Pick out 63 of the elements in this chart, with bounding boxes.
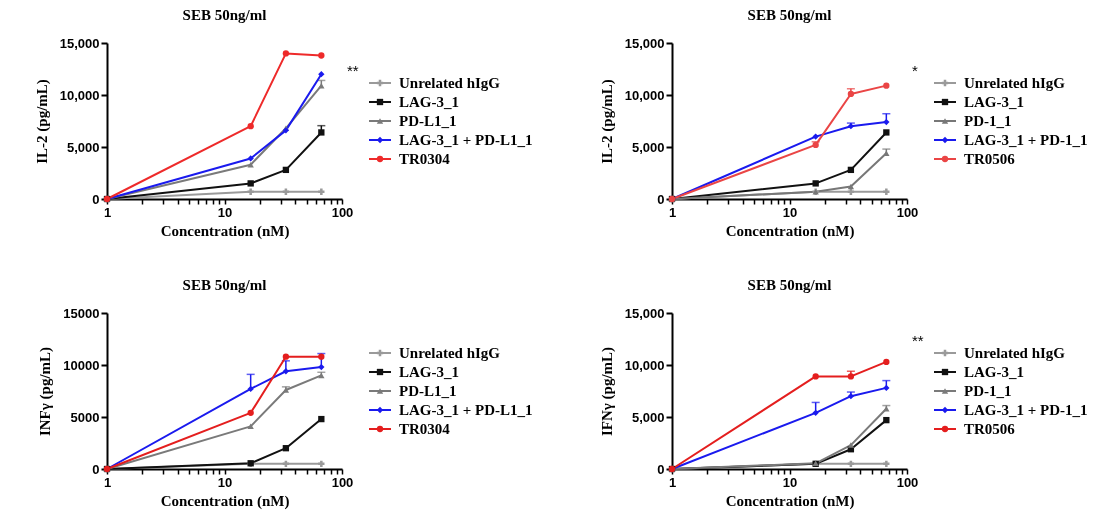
y-axis-title: INFγ (pg/mL) xyxy=(37,346,55,437)
y-tick-label: 15000 xyxy=(63,305,100,321)
x-tick-label: 1 xyxy=(103,474,112,490)
x-tick-label: 100 xyxy=(896,204,919,220)
legend-label: PD-1_1 xyxy=(964,113,1012,129)
y-tick-label: 15,000 xyxy=(624,35,665,51)
x-tick-label: 1 xyxy=(103,204,112,220)
legend-label: LAG-3_1 + PD-L1_1 xyxy=(399,402,533,418)
text: ** xyxy=(912,332,924,349)
y-tick-label: 5,000 xyxy=(66,139,100,155)
legend-label: Unrelated hIgG xyxy=(964,75,1066,91)
y-tick-label: 10000 xyxy=(63,357,100,373)
text: ** xyxy=(347,62,359,79)
x-axis-title: Concentration (nM) xyxy=(160,222,290,240)
x-axis-title: Concentration (nM) xyxy=(160,492,290,510)
y-tick-label: 0 xyxy=(92,191,100,207)
x-tick-label: 100 xyxy=(896,474,919,490)
x-axis-title: Concentration (nM) xyxy=(725,492,855,510)
legend-label: TR0506 xyxy=(964,421,1016,437)
y-tick-label: 0 xyxy=(92,461,100,477)
chart-title: SEB 50ng/ml xyxy=(182,7,267,23)
chart-title: SEB 50ng/ml xyxy=(747,277,832,293)
x-tick-label: 100 xyxy=(331,474,354,490)
text: * xyxy=(912,62,918,79)
x-axis-title: Concentration (nM) xyxy=(725,222,855,240)
legend-label: LAG-3_1 xyxy=(399,364,459,380)
x-tick-label: 1 xyxy=(668,204,677,220)
x-tick-label: 100 xyxy=(331,204,354,220)
y-tick-label: 10,000 xyxy=(59,87,100,103)
y-tick-label: 5000 xyxy=(70,409,100,425)
chart-title: SEB 50ng/ml xyxy=(747,7,832,23)
x-tick-label: 10 xyxy=(782,474,798,490)
legend-label: LAG-3_1 xyxy=(964,364,1024,380)
y-tick-label: 5,000 xyxy=(631,139,665,155)
legend-label: PD-L1_1 xyxy=(399,113,457,129)
legend-label: TR0304 xyxy=(399,421,451,437)
legend-label: LAG-3_1 xyxy=(399,94,459,110)
y-axis-title: IFNγ (pg/mL) xyxy=(598,346,616,437)
legend-label: TR0506 xyxy=(964,151,1016,167)
y-axis-title: IL-2 (pg/mL) xyxy=(598,79,616,164)
y-tick-label: 10,000 xyxy=(624,357,665,373)
y-tick-label: 5,000 xyxy=(631,409,665,425)
x-tick-label: 10 xyxy=(782,204,798,220)
legend-label: LAG-3_1 + PD-L1_1 xyxy=(399,132,533,148)
y-tick-label: 0 xyxy=(657,191,665,207)
x-tick-label: 10 xyxy=(217,204,233,220)
legend-label: TR0304 xyxy=(399,151,451,167)
y-tick-label: 10,000 xyxy=(624,87,665,103)
legend-label: LAG-3_1 + PD-1_1 xyxy=(964,402,1088,418)
y-tick-label: 15,000 xyxy=(59,35,100,51)
chart-title: SEB 50ng/ml xyxy=(182,277,267,293)
x-tick-label: 1 xyxy=(668,474,677,490)
legend-label: LAG-3_1 xyxy=(964,94,1024,110)
legend-label: Unrelated hIgG xyxy=(399,345,501,361)
y-tick-label: 15,000 xyxy=(624,305,665,321)
y-tick-label: 0 xyxy=(657,461,665,477)
legend-label: PD-L1_1 xyxy=(399,383,457,399)
legend-label: Unrelated hIgG xyxy=(399,75,501,91)
legend-label: PD-1_1 xyxy=(964,383,1012,399)
legend-label: LAG-3_1 + PD-1_1 xyxy=(964,132,1088,148)
legend-label: Unrelated hIgG xyxy=(964,345,1066,361)
x-tick-label: 10 xyxy=(217,474,233,490)
y-axis-title: IL-2 (pg/mL) xyxy=(33,79,51,164)
